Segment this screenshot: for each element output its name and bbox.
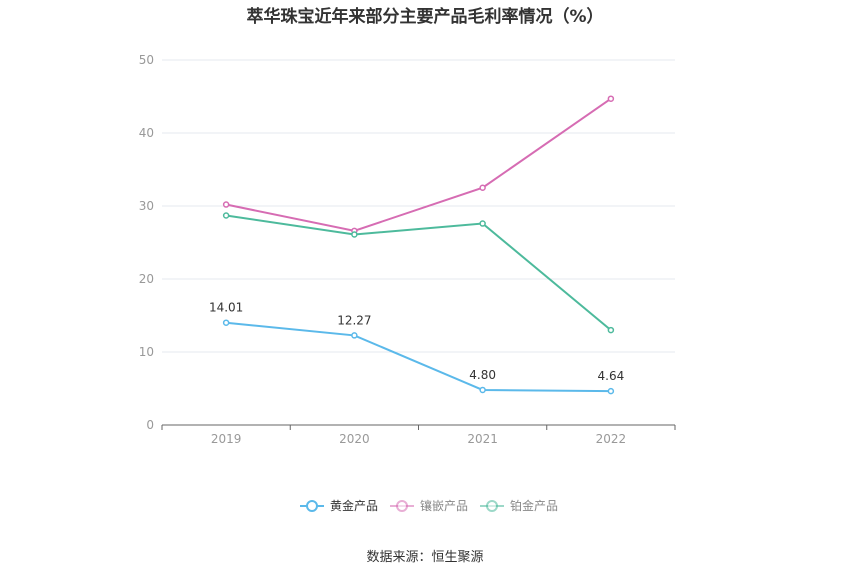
series-line-1 — [225, 97, 612, 232]
data-point-s0-1 — [351, 332, 358, 339]
data-labels: 14.01 12.27 4.80 4.64 — [209, 301, 624, 383]
y-tick-label-40: 40 — [139, 126, 154, 140]
data-point-s0-0 — [222, 319, 230, 326]
series-line-2 — [225, 214, 612, 331]
y-tick-label-50: 50 — [139, 53, 154, 67]
y-tick-label-20: 20 — [139, 272, 154, 286]
axes: 0 10 20 30 40 50 2019 2020 2021 2022 — [139, 53, 676, 446]
series-lines — [222, 95, 615, 395]
x-tick-label-2019: 2019 — [211, 432, 242, 446]
chart-title: 萃华珠宝近年来部分主要产品毛利率情况（%） — [246, 7, 604, 27]
legend: 黄金产品 镶嵌产品 铂金产品 — [300, 498, 558, 513]
grid-lines — [162, 59, 675, 353]
data-source-note: 数据来源：恒生聚源 — [366, 550, 484, 565]
series-line-0 — [226, 321, 611, 393]
x-tick-label-2020: 2020 — [339, 432, 370, 446]
data-point-s1-2 — [479, 184, 486, 191]
x-tick-label-2021: 2021 — [467, 432, 498, 446]
x-tick-label-2022: 2022 — [596, 432, 627, 446]
data-point-s2-1 — [351, 231, 358, 238]
data-label-s0-2: 4.80 — [469, 368, 496, 382]
data-label-s0-3: 4.64 — [598, 369, 625, 383]
y-tick-label-10: 10 — [139, 345, 154, 359]
y-tick-label-30: 30 — [139, 199, 154, 213]
legend-item-0: 黄金产品 — [300, 498, 378, 513]
data-label-s0-1: 12.27 — [337, 313, 371, 327]
data-point-s0-3 — [607, 387, 615, 395]
legend-label-0: 黄金产品 — [330, 498, 378, 513]
legend-swatch-marker — [486, 500, 498, 512]
legend-swatch-marker — [396, 500, 408, 512]
data-point-s2-2 — [479, 220, 486, 227]
legend-item-2: 铂金产品 — [480, 498, 558, 513]
legend-label-2: 铂金产品 — [510, 498, 558, 513]
legend-item-1: 镶嵌产品 — [390, 498, 468, 513]
data-label-s0-0: 14.01 — [209, 301, 243, 315]
data-point-s1-0 — [222, 201, 230, 208]
data-point-s1-3 — [607, 95, 615, 102]
data-point-s2-0 — [222, 212, 230, 219]
data-point-s2-3 — [607, 326, 615, 334]
y-tick-label-0: 0 — [146, 418, 154, 432]
legend-swatch-marker — [306, 500, 318, 512]
data-point-s0-2 — [479, 386, 486, 394]
legend-label-1: 镶嵌产品 — [420, 498, 468, 513]
